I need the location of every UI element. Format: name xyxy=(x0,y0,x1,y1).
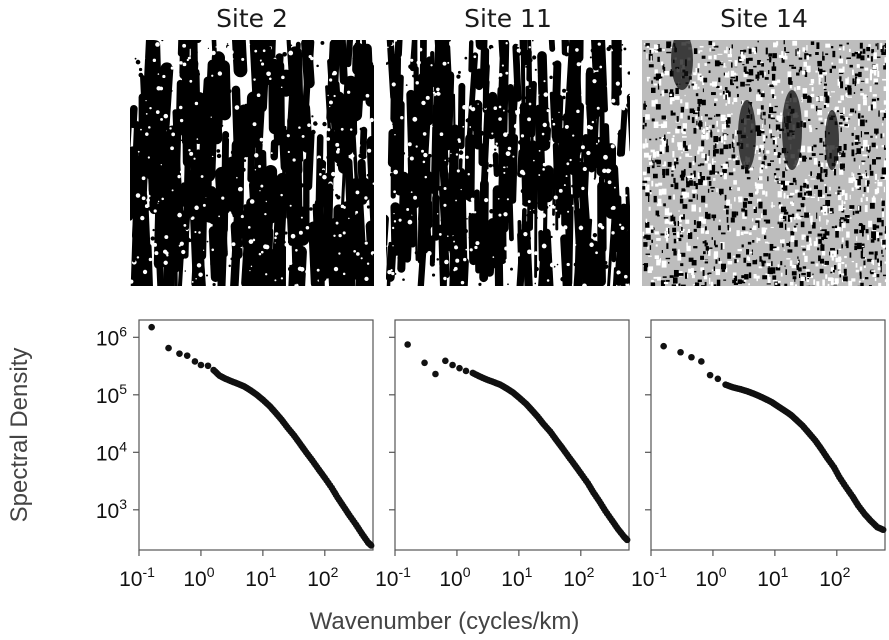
plot-frame xyxy=(650,319,886,551)
data-point xyxy=(421,359,428,367)
site-title: Site 11 xyxy=(464,4,552,33)
data-point xyxy=(449,361,456,369)
x-tick-label: 102 xyxy=(307,564,338,591)
x-tick-label: 102 xyxy=(819,564,850,591)
site-title: Site 2 xyxy=(216,4,288,33)
x-tick-label: 101 xyxy=(757,564,788,591)
x-tick-label: 100 xyxy=(695,564,726,591)
data-point xyxy=(404,341,411,348)
data-point xyxy=(698,358,705,365)
plot-frame xyxy=(394,319,630,551)
y-tick-label: 104 xyxy=(96,438,127,465)
plot-frame xyxy=(138,319,374,551)
data-point xyxy=(462,367,470,375)
x-tick-label: 101 xyxy=(245,564,276,591)
data-point xyxy=(714,375,722,383)
data-point xyxy=(442,357,449,365)
data-point xyxy=(165,344,172,352)
data-point xyxy=(706,371,714,379)
data-point xyxy=(623,536,631,544)
x-tick-label: 10-1 xyxy=(119,564,155,591)
y-tick-label: 103 xyxy=(96,496,127,523)
x-axis-label: Wavenumber (cycles/km) xyxy=(309,608,580,635)
x-tick-label: 100 xyxy=(183,564,214,591)
data-point xyxy=(367,542,375,549)
y-tick-label: 105 xyxy=(96,381,127,408)
x-tick-label: 10-1 xyxy=(375,564,411,591)
x-tick-label: 100 xyxy=(439,564,470,591)
data-point xyxy=(204,362,212,370)
texture-image-site-14 xyxy=(642,40,886,286)
data-point xyxy=(660,342,667,350)
texture-image-site-2 xyxy=(130,40,374,286)
data-point xyxy=(176,350,183,357)
y-tick-label: 106 xyxy=(96,323,127,350)
data-point xyxy=(879,526,887,534)
data-point xyxy=(148,323,155,331)
chart-panel-2: 10-1 100 101 102 xyxy=(375,319,631,591)
chart-panel-1: 106 105 104 103 10-1 100 101 102 xyxy=(96,319,375,591)
data-point xyxy=(197,361,205,369)
y-axis-label: Spectral Density xyxy=(6,347,33,523)
chart-panel-3: 10-1 100 101 102 xyxy=(631,319,887,591)
data-point xyxy=(191,358,199,365)
x-tick-label: 10-1 xyxy=(631,564,667,591)
site-title: Site 14 xyxy=(720,4,808,33)
data-point xyxy=(688,353,695,361)
data-point xyxy=(183,352,191,359)
data-point xyxy=(456,364,463,372)
x-tick-label: 101 xyxy=(501,564,532,591)
texture-image-site-11 xyxy=(386,40,630,286)
x-tick-label: 102 xyxy=(563,564,594,591)
data-point xyxy=(432,370,439,378)
data-point xyxy=(677,348,684,356)
